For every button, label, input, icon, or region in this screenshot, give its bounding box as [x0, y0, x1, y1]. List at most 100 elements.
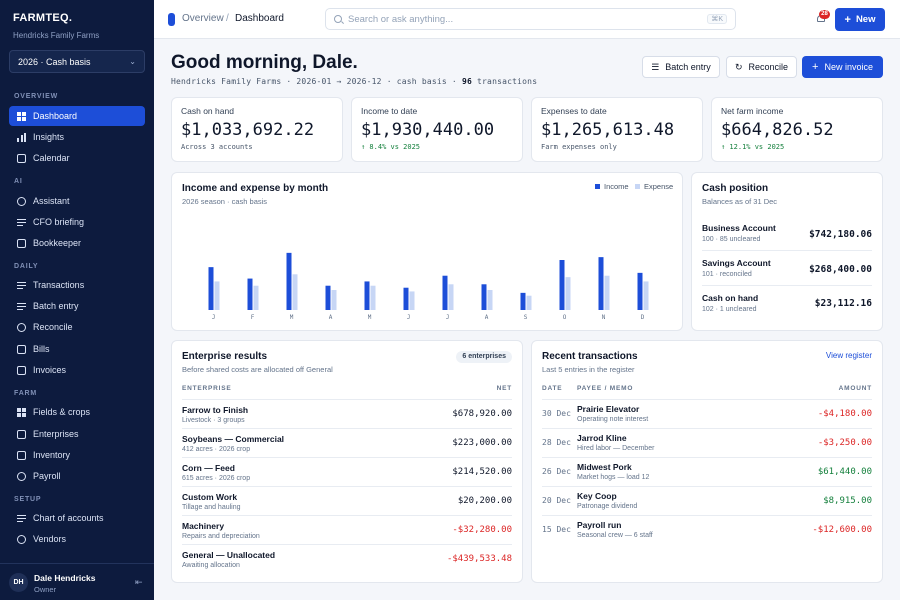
sidebar-item-chart-of-accounts[interactable]: Chart of accounts	[9, 508, 145, 528]
x-tick-label: N	[602, 314, 606, 321]
bar-income-1	[247, 278, 253, 310]
logout-icon[interactable]: ⇤	[135, 577, 143, 587]
back-icon[interactable]	[168, 13, 175, 26]
transaction-row[interactable]: 28 Dec Jarrod Kline Hired labor — December…	[542, 428, 872, 457]
new-invoice-button[interactable]: + New invoice	[802, 56, 883, 78]
reconcile-button[interactable]: ↻ Reconcile	[726, 56, 797, 78]
sidebar-item-bookkeeper[interactable]: Bookkeeper	[9, 233, 145, 253]
brand-logo[interactable]: FARMTEQ.	[13, 12, 73, 24]
breadcrumb-overview[interactable]: Overview	[182, 13, 224, 24]
transaction-row[interactable]: 30 Dec Prairie Elevator Operating note int…	[542, 399, 872, 428]
sidebar-item-label: Insights	[33, 132, 65, 142]
account-business[interactable]: Business Account 100 · 85 uncleared	[702, 223, 776, 243]
transaction-row[interactable]: 20 Dec Key Coop Patronage dividend $8,915.0…	[542, 486, 872, 515]
enterprise-icon	[17, 429, 26, 439]
sidebar-item-transactions[interactable]: Transactions	[9, 275, 145, 295]
search-box[interactable]: ⌘K	[325, 8, 736, 30]
account-cash[interactable]: Cash on hand 102 · 1 uncleared	[702, 293, 759, 313]
section-overview: OVERVIEW	[14, 93, 59, 100]
sidebar-item-vendors[interactable]: Vendors	[9, 529, 145, 549]
section-ai: AI	[14, 178, 23, 185]
table-row[interactable]: Corn — Feed 615 acres · 2026 crop $214,520…	[182, 457, 512, 486]
kpi-sub: Farm expenses only	[541, 143, 617, 151]
section-setup: SETUP	[14, 496, 42, 503]
sidebar-item-label: Enterprises	[33, 429, 79, 439]
table-row[interactable]: Farrow to Finish Livestock · 3 groups $678…	[182, 399, 512, 428]
card-title: Cash position	[702, 183, 769, 194]
sidebar-item-label: Invoices	[33, 365, 67, 375]
account-savings[interactable]: Savings Account 101 · reconciled	[702, 258, 771, 278]
table-row[interactable]: Custom Work Tillage and hauling $20,200.00	[182, 486, 512, 515]
bar-income-0	[208, 267, 214, 310]
page-subtitle: Hendricks Family Farms · 2026-01 → 2026-…	[171, 77, 538, 86]
view-register-link[interactable]: View register	[825, 351, 872, 360]
sidebar-item-label: Vendors	[33, 534, 67, 544]
bar-expense-5	[409, 291, 415, 310]
sidebar-item-label: Chart of accounts	[33, 513, 104, 523]
legend-expense: Expense	[635, 182, 673, 191]
card-title: Enterprise results	[182, 351, 268, 362]
table-row[interactable]: General — Unallocated Awaiting allocation…	[182, 544, 512, 573]
invoice-icon	[17, 365, 26, 375]
bar-income-8	[520, 292, 526, 310]
x-tick-label: M	[368, 314, 372, 321]
table-row[interactable]: Machinery Repairs and depreciation -$32,28…	[182, 515, 512, 544]
farm-name: Hendricks Family Farms	[13, 31, 100, 40]
chart-title: Income and expense by month	[182, 183, 329, 194]
briefing-icon	[17, 217, 26, 227]
card-subtitle: Last 5 entries in the register	[542, 365, 635, 374]
sidebar-item-insights[interactable]: Insights	[9, 127, 145, 147]
season-selector[interactable]: 2026 · Cash basis ⌄	[9, 50, 145, 73]
new-button[interactable]: + New	[835, 8, 885, 31]
sidebar-item-calendar[interactable]: Calendar	[9, 148, 145, 168]
reconcile-icon	[17, 322, 26, 332]
sidebar-item-batch-entry[interactable]: Batch entry	[9, 296, 145, 316]
kpi-net-income[interactable]: Net farm income $664,826.52 ↑ 12.1% vs 2…	[711, 97, 883, 162]
plus-icon: +	[812, 61, 819, 73]
shortcut-hint: ⌘K	[707, 14, 727, 24]
bar-expense-4	[370, 285, 376, 310]
breadcrumb-separator: /	[226, 13, 229, 24]
income-expense-chart-card: Income and expense by month 2026 season …	[171, 172, 683, 331]
sidebar-item-dashboard[interactable]: Dashboard	[9, 106, 145, 126]
breadcrumb-dashboard: Dashboard	[235, 13, 284, 24]
x-tick-label: A	[485, 314, 489, 321]
sidebar-item-payroll[interactable]: Payroll	[9, 466, 145, 486]
kpi-income[interactable]: Income to date $1,930,440.00 ↑ 8.4% vs 2…	[351, 97, 523, 162]
bar-expense-0	[214, 281, 220, 310]
section-daily: DAILY	[14, 263, 39, 270]
list-icon: ☰	[651, 61, 660, 72]
refresh-icon: ↻	[734, 61, 743, 72]
table-row[interactable]: Soybeans — Commercial 412 acres · 2026 cr…	[182, 428, 512, 457]
search-icon	[334, 15, 342, 23]
sidebar-item-reconcile[interactable]: Reconcile	[9, 317, 145, 337]
user-profile[interactable]: DH Dale Hendricks Owner ⇤	[0, 563, 154, 600]
chart-subtitle: 2026 season · cash basis	[182, 197, 268, 206]
sidebar-item-inventory[interactable]: Inventory	[9, 445, 145, 465]
recent-transactions-card: Recent transactions Last 5 entries in th…	[531, 340, 883, 583]
sidebar-item-assistant[interactable]: Assistant	[9, 191, 145, 211]
sidebar-item-enterprises[interactable]: Enterprises	[9, 424, 145, 444]
x-tick-label: O	[563, 314, 567, 321]
transaction-row[interactable]: 26 Dec Midwest Pork Market hogs — load 12 $…	[542, 457, 872, 486]
bar-income-3	[325, 285, 331, 310]
page-title: Good morning, Dale.	[171, 52, 358, 73]
sidebar-item-fields-crops[interactable]: Fields & crops	[9, 402, 145, 422]
account-business-balance: $742,180.06	[809, 229, 872, 240]
sidebar-item-invoices[interactable]: Invoices	[9, 360, 145, 380]
bill-icon	[17, 344, 26, 354]
bar-expense-8	[526, 295, 532, 310]
transaction-row[interactable]: 15 Dec Payroll run Seasonal crew — 6 staff…	[542, 515, 872, 544]
search-input[interactable]	[348, 12, 688, 26]
sidebar-item-label: Dashboard	[33, 111, 78, 121]
season-label: 2026 · Cash basis	[18, 56, 91, 67]
batch-entry-button[interactable]: ☰ Batch entry	[642, 56, 720, 78]
kpi-expenses[interactable]: Expenses to date $1,265,613.48 Farm expe…	[531, 97, 703, 162]
sidebar-item-cfo-briefing[interactable]: CFO briefing	[9, 212, 145, 232]
sidebar-item-bills[interactable]: Bills	[9, 339, 145, 359]
kpi-cash-on-hand[interactable]: Cash on hand $1,033,692.22 Across 3 acco…	[171, 97, 343, 162]
card-subtitle: Before shared costs are allocated off Ge…	[182, 365, 333, 374]
enterprise-count-badge: 6 enterprises	[456, 351, 512, 363]
account-savings-balance: $268,400.00	[809, 264, 872, 275]
legend-income: Income	[595, 182, 629, 191]
